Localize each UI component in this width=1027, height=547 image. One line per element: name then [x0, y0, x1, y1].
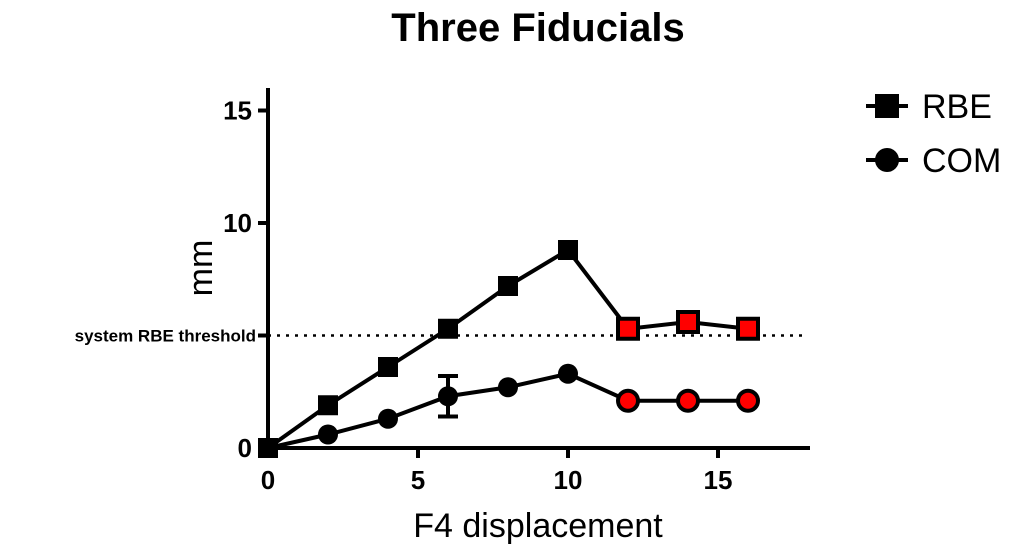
rbe-point: [736, 316, 760, 341]
rbe-point: [498, 276, 518, 296]
legend-com-circle-icon: [875, 148, 899, 172]
x-tick-label: 5: [411, 465, 425, 495]
legend-rbe-square-icon: [875, 94, 899, 118]
com-point: [736, 388, 760, 413]
x-axis-label: F4 displacement: [413, 507, 663, 545]
x-axis-ticks: 0 5 10 15: [261, 448, 733, 495]
x-tick-label: 15: [704, 465, 733, 495]
rbe-point: [438, 318, 458, 339]
com-point: [258, 438, 278, 458]
com-point: [498, 377, 518, 398]
com-point: [438, 386, 458, 407]
legend: RBE COM: [866, 88, 1001, 180]
rbe-point: [558, 240, 578, 260]
x-tick-label: 10: [554, 465, 583, 495]
com-point: [676, 388, 700, 413]
rbe-point: [616, 316, 640, 341]
rbe-point: [318, 395, 338, 416]
com-point: [558, 363, 578, 384]
rbe-point: [378, 357, 398, 377]
series-layer: [258, 240, 760, 458]
y-tick-label: 15: [223, 96, 252, 126]
com-point: [616, 388, 640, 413]
y-axis-ticks: 0 10 15: [223, 96, 268, 463]
com-point: [378, 408, 398, 429]
legend-com-label: COM: [922, 142, 1001, 180]
y-tick-label: 10: [223, 208, 252, 238]
threshold-label: system RBE threshold: [75, 327, 256, 346]
y-tick-label: 0: [238, 433, 252, 463]
x-tick-label: 0: [261, 465, 275, 495]
y-axis-label: mm: [182, 240, 220, 297]
chart-title: Three Fiducials: [391, 6, 684, 50]
legend-rbe-label: RBE: [922, 88, 992, 126]
com-point: [318, 424, 338, 445]
rbe-point: [676, 310, 700, 334]
